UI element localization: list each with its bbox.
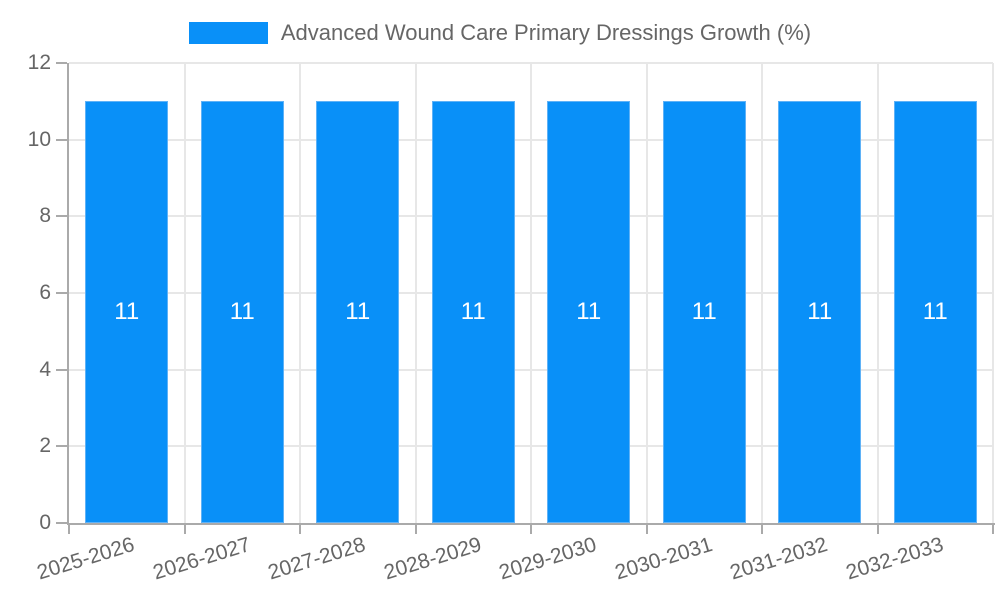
y-tick-label: 8	[39, 204, 51, 228]
v-gridline	[414, 63, 417, 523]
y-tick-label: 0	[39, 511, 51, 534]
y-tick-label: 4	[39, 357, 51, 381]
y-tick-mark	[56, 138, 67, 141]
bar[interactable]	[778, 101, 862, 523]
x-tick-label: 2031-2032	[727, 533, 831, 585]
x-tick-mark	[645, 525, 648, 534]
v-gridline	[645, 63, 648, 523]
x-tick-label: 2032-2033	[843, 533, 946, 585]
bar-value-label: 11	[576, 298, 602, 326]
x-tick-mark	[183, 525, 186, 534]
v-gridline	[183, 63, 186, 523]
x-tick-label: 2025-2026	[34, 533, 138, 585]
bar[interactable]	[85, 101, 169, 523]
y-tick-label: 6	[39, 281, 51, 304]
bar-value-label: 11	[922, 298, 948, 326]
chart-legend[interactable]: Advanced Wound Care Primary Dressings Gr…	[0, 21, 1000, 45]
x-tick-mark	[992, 525, 994, 534]
bar[interactable]	[316, 101, 400, 523]
bar-value-label: 11	[691, 298, 717, 326]
legend-swatch	[188, 22, 268, 44]
y-tick-mark	[56, 62, 67, 64]
x-tick-label: 2030-2031	[612, 533, 715, 585]
x-tick-label: 2027-2028	[265, 533, 369, 585]
y-tick-mark	[56, 292, 67, 294]
x-tick-label: 2028-2029	[381, 533, 484, 585]
bar-value-label: 11	[114, 298, 140, 326]
v-gridline	[761, 63, 763, 523]
bar[interactable]	[431, 101, 515, 523]
y-tick-mark	[56, 522, 67, 524]
v-gridline	[992, 63, 994, 523]
x-tick-mark	[876, 525, 879, 534]
bar[interactable]	[662, 101, 746, 523]
y-tick-mark	[56, 368, 67, 371]
x-tick-mark	[299, 525, 301, 534]
y-tick-mark	[56, 215, 67, 218]
x-tick-mark	[761, 525, 763, 534]
v-gridline	[299, 63, 301, 523]
x-axis-line	[67, 523, 995, 525]
x-tick-label: 2026-2027	[150, 533, 253, 585]
bar-value-label: 11	[460, 298, 486, 326]
v-gridline	[876, 63, 879, 523]
bar[interactable]	[200, 101, 284, 523]
y-tick-mark	[56, 445, 67, 448]
bar-value-label: 11	[229, 298, 255, 326]
legend-label: Advanced Wound Care Primary Dressings Gr…	[280, 20, 812, 45]
x-tick-mark	[530, 525, 532, 534]
y-tick-label: 2	[39, 434, 51, 458]
bar-value-label: 11	[345, 298, 371, 326]
y-tick-label: 10	[27, 127, 51, 151]
x-tick-mark	[414, 525, 417, 534]
v-gridline	[530, 63, 532, 523]
bar[interactable]	[893, 101, 977, 523]
x-tick-label: 2029-2030	[496, 533, 600, 585]
bar-value-label: 11	[807, 298, 833, 326]
bar[interactable]	[547, 101, 631, 523]
x-tick-mark	[68, 525, 70, 534]
y-tick-label: 12	[27, 51, 51, 74]
y-axis-line	[67, 63, 69, 525]
